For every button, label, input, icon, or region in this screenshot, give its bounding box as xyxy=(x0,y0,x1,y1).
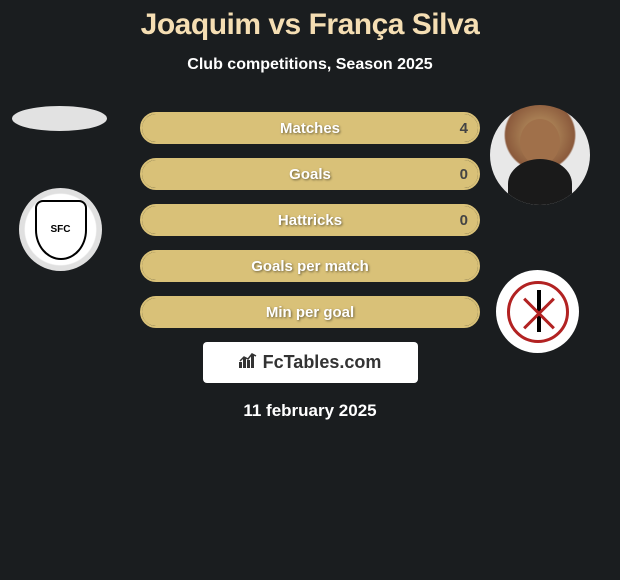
stat-label: Hattricks xyxy=(278,212,342,229)
club-right-crest xyxy=(496,270,579,353)
footer-date: 11 february 2025 xyxy=(0,401,620,421)
page-title: Joaquim vs França Silva xyxy=(0,0,620,42)
stat-label: Goals xyxy=(289,166,331,183)
stat-label: Goals per match xyxy=(251,258,369,275)
chart-icon xyxy=(239,352,259,373)
stat-label: Min per goal xyxy=(266,304,354,321)
stat-row: Min per goal xyxy=(140,296,480,328)
stat-row: Goals 0 xyxy=(140,158,480,190)
stat-value-right: 0 xyxy=(460,166,468,183)
player-right-avatar xyxy=(490,105,590,205)
stat-label: Matches xyxy=(280,120,340,137)
stat-value-right: 0 xyxy=(460,212,468,229)
page-subtitle: Club competitions, Season 2025 xyxy=(0,56,620,74)
club-left-crest: SFC xyxy=(19,188,102,271)
stat-row: Hattricks 0 xyxy=(140,204,480,236)
branding-text: FcTables.com xyxy=(263,352,382,373)
branding-box: FcTables.com xyxy=(203,342,418,383)
comparison-panel: SFC Matches 4 Goals 0 Hattricks 0 Goals per ma… xyxy=(0,112,620,421)
stat-row: Matches 4 xyxy=(140,112,480,144)
club-left-abbrev: SFC xyxy=(51,224,71,235)
player-left-avatar xyxy=(12,106,107,131)
stat-row: Goals per match xyxy=(140,250,480,282)
stat-value-right: 4 xyxy=(460,120,468,137)
